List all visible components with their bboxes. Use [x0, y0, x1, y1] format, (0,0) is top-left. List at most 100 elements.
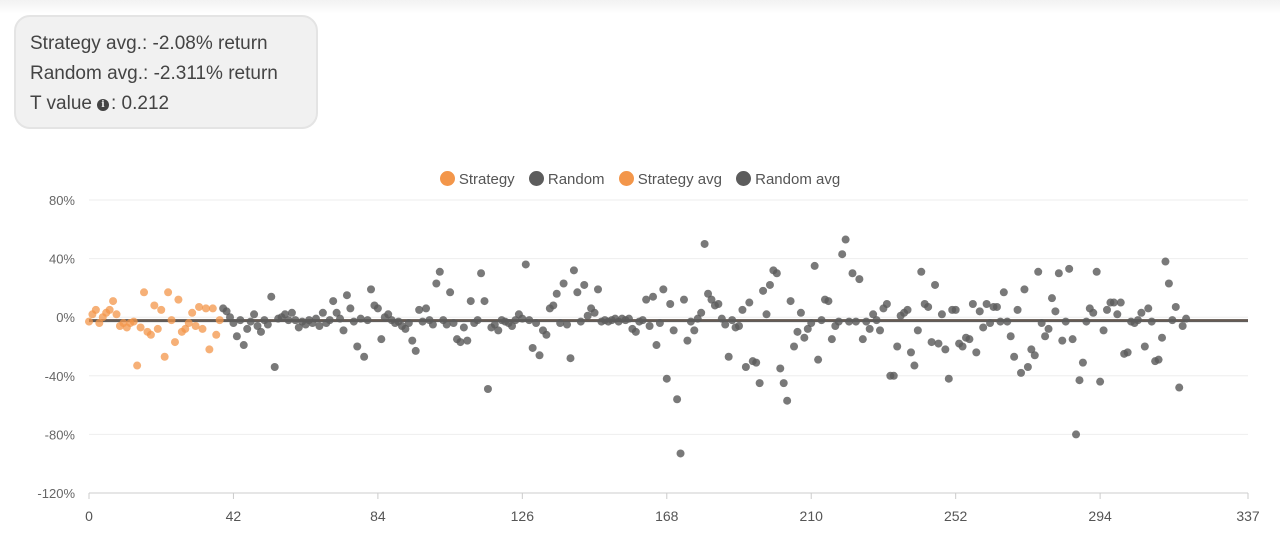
random-point[interactable]: [624, 314, 633, 323]
random-point[interactable]: [428, 320, 437, 329]
random-point[interactable]: [807, 319, 816, 328]
random-point[interactable]: [1020, 285, 1029, 294]
random-point[interactable]: [404, 319, 413, 328]
random-point[interactable]: [480, 297, 489, 306]
random-point[interactable]: [683, 336, 692, 345]
legend-item-strategy[interactable]: Strategy: [439, 171, 515, 188]
legend-item-random-avg[interactable]: Random avg: [736, 171, 840, 188]
random-point[interactable]: [869, 310, 878, 319]
random-point[interactable]: [700, 239, 709, 248]
random-point[interactable]: [1013, 305, 1022, 314]
random-point[interactable]: [466, 297, 475, 306]
random-point[interactable]: [972, 348, 981, 357]
random-point[interactable]: [353, 342, 362, 351]
random-point[interactable]: [693, 314, 702, 323]
random-point[interactable]: [889, 371, 898, 380]
random-point[interactable]: [473, 316, 482, 325]
random-point[interactable]: [449, 319, 458, 328]
random-point[interactable]: [281, 310, 290, 319]
random-point[interactable]: [1113, 310, 1122, 319]
strategy-point[interactable]: [164, 288, 173, 297]
random-point[interactable]: [1147, 317, 1156, 326]
random-point[interactable]: [1116, 298, 1125, 307]
random-point[interactable]: [996, 317, 1005, 326]
random-point[interactable]: [287, 308, 296, 317]
strategy-point[interactable]: [112, 310, 121, 319]
random-point[interactable]: [759, 286, 768, 295]
random-point[interactable]: [411, 346, 420, 355]
strategy-point[interactable]: [105, 305, 114, 314]
random-point[interactable]: [965, 335, 974, 344]
random-point[interactable]: [762, 310, 771, 319]
random-point[interactable]: [686, 317, 695, 326]
strategy-point[interactable]: [188, 308, 197, 317]
strategy-point[interactable]: [91, 305, 100, 314]
strategy-point[interactable]: [140, 288, 149, 297]
random-point[interactable]: [483, 384, 492, 393]
random-point[interactable]: [525, 316, 534, 325]
random-point[interactable]: [838, 250, 847, 259]
random-point[interactable]: [1075, 376, 1084, 385]
random-point[interactable]: [979, 323, 988, 332]
random-point[interactable]: [1161, 257, 1170, 266]
random-point[interactable]: [1010, 352, 1019, 361]
random-point[interactable]: [1182, 314, 1191, 323]
random-point[interactable]: [862, 317, 871, 326]
random-point[interactable]: [508, 321, 517, 330]
random-point[interactable]: [563, 320, 572, 329]
random-point[interactable]: [226, 313, 235, 322]
strategy-point[interactable]: [191, 321, 200, 330]
random-point[interactable]: [267, 292, 276, 301]
strategy-point[interactable]: [129, 317, 138, 326]
strategy-point[interactable]: [170, 338, 179, 347]
legend-item-strategy-avg[interactable]: Strategy avg: [618, 171, 722, 188]
random-point[interactable]: [958, 342, 967, 351]
random-point[interactable]: [229, 319, 238, 328]
random-point[interactable]: [642, 295, 651, 304]
random-point[interactable]: [876, 326, 885, 335]
random-point[interactable]: [384, 310, 393, 319]
random-point[interactable]: [511, 316, 520, 325]
random-point[interactable]: [332, 308, 341, 317]
random-point[interactable]: [790, 342, 799, 351]
random-point[interactable]: [552, 289, 561, 298]
random-point[interactable]: [246, 317, 255, 326]
random-point[interactable]: [569, 266, 578, 275]
random-point[interactable]: [796, 308, 805, 317]
random-point[interactable]: [851, 317, 860, 326]
random-point[interactable]: [1054, 269, 1063, 278]
random-point[interactable]: [377, 335, 386, 344]
random-point[interactable]: [1034, 267, 1043, 276]
random-point[interactable]: [800, 333, 809, 342]
strategy-point[interactable]: [198, 324, 207, 333]
random-point[interactable]: [442, 320, 451, 329]
strategy-point[interactable]: [181, 324, 190, 333]
random-point[interactable]: [717, 314, 726, 323]
random-point[interactable]: [528, 343, 537, 352]
random-point[interactable]: [1078, 358, 1087, 367]
random-point[interactable]: [1092, 267, 1101, 276]
random-point[interactable]: [329, 297, 338, 306]
random-point[interactable]: [253, 321, 262, 330]
strategy-point[interactable]: [201, 304, 210, 313]
random-point[interactable]: [666, 300, 675, 309]
random-point[interactable]: [841, 235, 850, 244]
random-point[interactable]: [735, 321, 744, 330]
random-point[interactable]: [593, 285, 602, 294]
random-point[interactable]: [422, 304, 431, 313]
random-point[interactable]: [858, 335, 867, 344]
random-point[interactable]: [1164, 279, 1173, 288]
random-point[interactable]: [741, 363, 750, 372]
random-point[interactable]: [1041, 332, 1050, 341]
random-point[interactable]: [432, 279, 441, 288]
random-point[interactable]: [910, 361, 919, 370]
random-point[interactable]: [250, 310, 259, 319]
strategy-point[interactable]: [215, 316, 224, 325]
random-point[interactable]: [814, 355, 823, 364]
random-point[interactable]: [752, 358, 761, 367]
random-point[interactable]: [728, 316, 737, 325]
random-point[interactable]: [556, 319, 565, 328]
strategy-point[interactable]: [153, 324, 162, 333]
random-point[interactable]: [446, 288, 455, 297]
info-icon[interactable]: i: [96, 99, 109, 111]
